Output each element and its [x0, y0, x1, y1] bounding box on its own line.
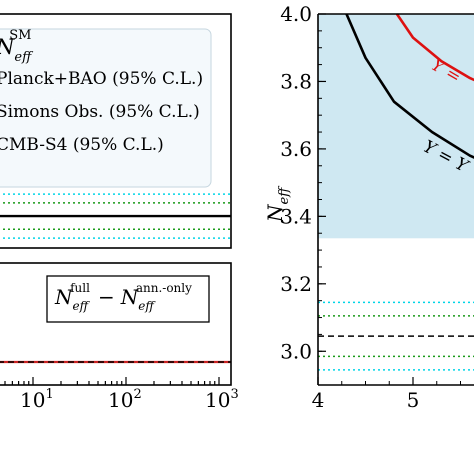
left-bottom-annotation: Nefffull − Neffann.-only: [46, 275, 210, 323]
right-y-tick-label: 4.0: [280, 2, 312, 26]
right-y-tick-label: 3.2: [280, 272, 312, 296]
right-curve-0: [345, 13, 474, 159]
legend-entry-simons: Simons Obs. (95% C.L.): [0, 102, 200, 122]
legend-entry-planck: Planck+BAO (95% C.L.): [0, 69, 203, 89]
legend-box: [0, 28, 212, 188]
x-tick-label-10-1: 101: [20, 387, 54, 412]
left-top-legend: NeffSM Planck+BAO (95% C.L.) Simons Obs.…: [0, 28, 212, 188]
left-bottom-x-ticks: [4, 377, 220, 385]
right-x-tick-label: 5: [407, 388, 420, 412]
x-tick-label-10-3: 103: [205, 387, 239, 412]
right-reference-lines: [318, 301, 474, 371]
x-tick-label-10-2: 102: [108, 387, 142, 412]
right-x-tick-label: 4: [312, 388, 325, 412]
right-curve-1: [395, 13, 474, 82]
right-y-tick-label: 3.0: [280, 339, 312, 363]
left-bottom-x-tick-labels: 101 102 103: [20, 387, 239, 412]
planck-excluded-region: [318, 14, 474, 239]
right-y-tick-label: 3.8: [280, 69, 312, 93]
left-top-frame: [0, 13, 232, 249]
left-top-panel: NeffSM Planck+BAO (95% C.L.) Simons Obs.…: [0, 13, 232, 249]
right-y-tick-label: 3.4: [280, 204, 312, 228]
left-bottom-panel: Nefffull − Neffann.-only 101 102 103: [0, 262, 239, 412]
legend-title: NeffSM: [0, 28, 34, 65]
right-y-tick-label: 3.6: [280, 137, 312, 161]
right-curves: [345, 13, 474, 159]
right-panel: Y = Y Y = 3.03.23.43.63.84.04 5 Neff: [263, 2, 474, 412]
left-bottom-frame: [0, 262, 232, 386]
legend-entry-cmbs4: CMB-S4 (95% C.L.): [0, 135, 164, 155]
left-top-reference-lines: [0, 193, 231, 239]
right-ticks: 3.0 3.2 3.4 3.6 3.8 4.0 4 5: [280, 2, 461, 412]
annotation-box: [46, 275, 210, 323]
y-axis-label: Neff: [263, 185, 292, 223]
annotation-text: Nefffull − Neffann.-only: [54, 281, 192, 313]
